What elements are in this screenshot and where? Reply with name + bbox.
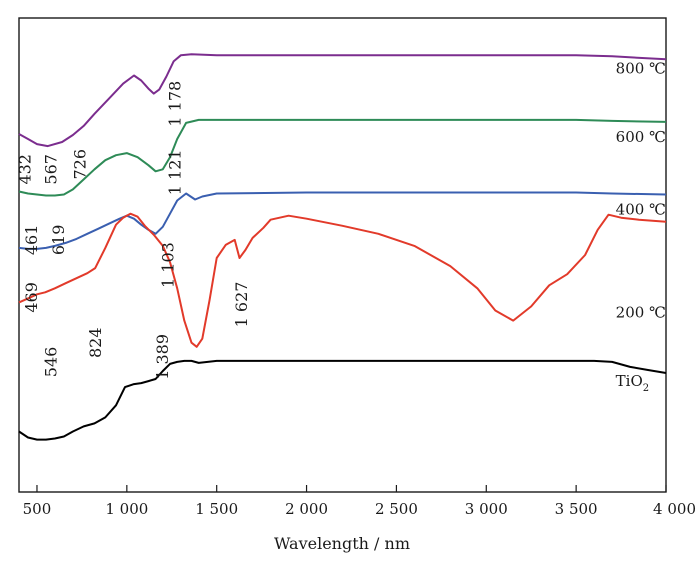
series-label: 800 ℃	[616, 59, 666, 77]
peak-label: 1 389	[153, 334, 172, 380]
x-tick-label: 1 000	[105, 500, 148, 518]
peak-label: 1 178	[166, 81, 185, 127]
peak-label: 469	[22, 282, 41, 313]
x-tick-label: 1 500	[195, 500, 238, 518]
peak-label: 1 627	[232, 282, 251, 328]
series-labels: 800 ℃ 600 ℃ 400 ℃ 200 ℃ TiO2	[616, 59, 666, 394]
x-axis-ticks: 500 1 000 1 500 2 000 2 500 3 000 3 500 4 000	[23, 485, 696, 518]
series-label: 200 ℃	[616, 304, 666, 322]
peak-label: 1 121	[166, 149, 185, 195]
peak-label: 1 103	[159, 242, 178, 288]
x-tick-label: 2 000	[285, 500, 328, 518]
peak-label: 619	[49, 225, 68, 256]
series-line-400	[18, 191, 667, 250]
x-tick-label: 3 000	[465, 500, 508, 518]
plot-frame	[18, 17, 667, 493]
series-label: TiO2	[616, 372, 649, 394]
peak-label: 726	[70, 149, 89, 180]
x-tick-label: 500	[23, 500, 52, 518]
x-tick-label: 4 000	[653, 500, 696, 518]
peak-label: 546	[42, 347, 61, 378]
peak-label: 824	[86, 327, 105, 358]
x-axis-title: Wavelength / nm	[274, 534, 410, 553]
series-label: 400 ℃	[616, 201, 666, 219]
peak-label: 432	[16, 154, 35, 185]
series-line-600	[18, 118, 667, 197]
series-line-200	[18, 212, 667, 348]
peak-label: 461	[22, 225, 41, 256]
peak-label: 567	[42, 154, 61, 185]
series-line-800	[18, 53, 667, 148]
series-line-tio2	[18, 359, 667, 441]
x-tick-label: 2 500	[375, 500, 418, 518]
series-lines	[18, 53, 667, 441]
series-label: 600 ℃	[616, 128, 666, 146]
x-tick-label: 3 500	[555, 500, 598, 518]
peak-annotations: 432 567 726 1 178 461 619 1 121 469 1 103 546 824 1…	[16, 81, 252, 380]
